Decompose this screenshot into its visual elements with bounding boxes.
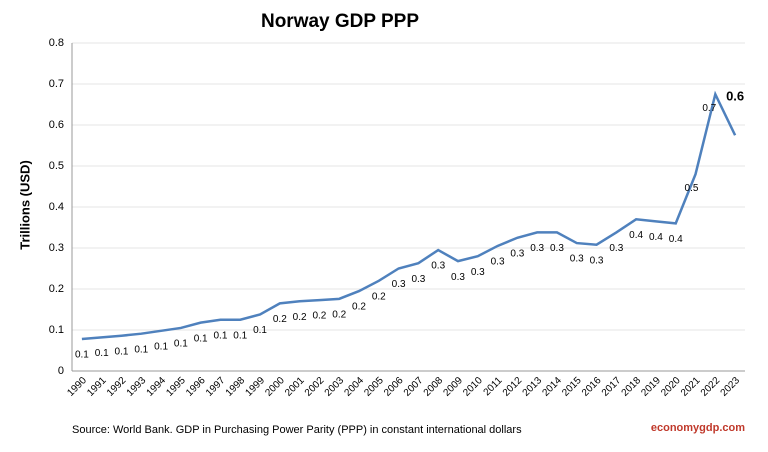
data-label: 0.2: [312, 311, 326, 322]
x-tick-label: 2014: [540, 375, 564, 399]
x-tick-label: 2002: [303, 375, 327, 399]
data-label: 0.2: [372, 291, 386, 302]
x-tick-label: 2009: [441, 375, 465, 399]
x-tick-label: 2017: [600, 375, 624, 399]
data-label: 0.6: [726, 89, 744, 104]
x-tick-label: 1993: [125, 375, 149, 399]
data-label: 0.4: [649, 232, 663, 243]
x-tick-label: 1998: [224, 375, 248, 399]
x-tick-label: 1997: [204, 375, 228, 399]
x-tick-label: 2023: [719, 375, 743, 399]
data-label: 0.3: [550, 243, 564, 254]
data-label: 0.1: [75, 350, 89, 361]
data-label: 0.3: [471, 267, 485, 278]
x-tick-label: 1999: [244, 375, 268, 399]
data-label: 0.1: [214, 330, 228, 341]
x-tick-label: 1992: [105, 375, 129, 399]
x-tick-label: 1996: [184, 375, 208, 399]
data-label: 0.3: [451, 272, 465, 283]
data-label: 0.1: [95, 348, 109, 359]
data-label: 0.3: [590, 255, 604, 266]
data-label: 0.2: [273, 314, 287, 325]
y-tick-label: 0.7: [49, 78, 64, 90]
x-tick-label: 2005: [362, 375, 386, 399]
x-tick-label: 2007: [402, 375, 426, 399]
data-label: 0.3: [570, 254, 584, 265]
data-label: 0.7: [702, 103, 716, 114]
x-tick-label: 2006: [382, 375, 406, 399]
x-tick-label: 2013: [521, 375, 545, 399]
x-tick-label: 1991: [85, 375, 109, 399]
x-tick-label: 2003: [323, 375, 347, 399]
x-tick-label: 1995: [164, 375, 188, 399]
data-label: 0.2: [332, 309, 346, 320]
x-tick-label: 2011: [482, 375, 505, 398]
x-tick-label: 2012: [501, 375, 525, 399]
data-label: 0.3: [392, 279, 406, 290]
data-label: 0.2: [352, 302, 366, 313]
data-label: 0.4: [669, 234, 683, 245]
y-tick-label: 0: [58, 365, 64, 377]
data-label: 0.2: [293, 312, 307, 323]
x-tick-label: 2010: [461, 375, 485, 399]
data-label: 0.1: [154, 341, 168, 352]
y-tick-label: 0.4: [49, 201, 64, 213]
data-label: 0.3: [411, 274, 425, 285]
x-tick-label: 1994: [145, 375, 169, 399]
data-label: 0.1: [115, 346, 129, 357]
data-label: 0.3: [510, 248, 524, 259]
data-label: 0.1: [134, 344, 148, 355]
x-tick-label: 2018: [620, 375, 644, 399]
data-label: 0.1: [233, 330, 247, 341]
y-tick-label: 0.1: [49, 324, 64, 336]
data-label: 0.3: [530, 243, 544, 254]
y-tick-label: 0.5: [49, 160, 64, 172]
chart-title: Norway GDP PPP: [261, 11, 419, 32]
x-tick-label: 2000: [263, 375, 287, 399]
x-tick-label: 2022: [699, 375, 723, 399]
data-label: 0.1: [174, 339, 188, 350]
line: [81, 90, 737, 341]
y-axis-label: Trillions (USD): [17, 160, 32, 250]
y-tick-label: 0.3: [49, 242, 64, 254]
y-tick-label: 0.8: [49, 37, 64, 49]
y-tick-label: 0.6: [49, 119, 64, 131]
data-label: 0.1: [253, 325, 267, 336]
x-tick-label: 2020: [659, 375, 683, 399]
source-note: Source: World Bank. GDP in Purchasing Po…: [72, 424, 522, 436]
y-tick-label: 0.2: [49, 283, 64, 295]
x-tick-label: 2019: [639, 375, 663, 399]
data-label: 0.3: [491, 257, 505, 268]
x-tick-label: 2021: [679, 375, 703, 399]
x-tick-label: 2016: [580, 375, 604, 399]
brand: economygdp.com: [651, 422, 745, 434]
data-label: 0.4: [629, 230, 643, 241]
x-tick-label: 2015: [560, 375, 584, 399]
data-label: 0.5: [685, 183, 699, 194]
data-label: 0.3: [609, 243, 623, 254]
x-tick-label: 2008: [422, 375, 446, 399]
data-label: 0.1: [194, 333, 208, 344]
x-tick-label: 2004: [342, 375, 366, 399]
data-label: 0.3: [431, 261, 445, 272]
x-tick-label: 2001: [283, 375, 307, 399]
x-tick-label: 1990: [65, 375, 89, 399]
